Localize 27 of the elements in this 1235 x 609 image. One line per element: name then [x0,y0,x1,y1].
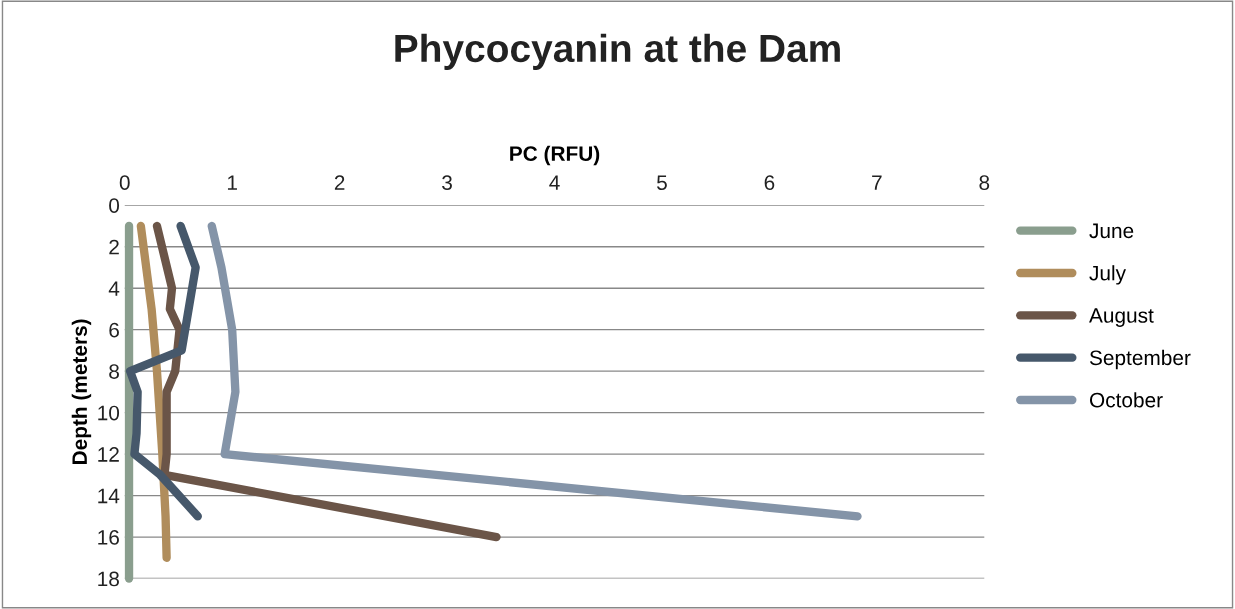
y-tick-label: 0 [109,198,120,213]
x-tick-label: 6 [764,175,775,190]
x-tick-label: 2 [334,175,345,190]
chart-title: Phycocyanin at the Dam [395,33,840,70]
legend-label: June [1089,223,1134,239]
x-tick-label: 1 [227,175,237,190]
y-tick-label: 12 [98,447,119,462]
y-axis-title: Depth (meters) [71,319,92,464]
x-tick-label: 0 [119,175,130,190]
y-tick-label: 8 [109,364,119,379]
x-tick-label: 8 [979,175,990,190]
y-tick-label: 14 [98,488,120,504]
legend-label: August [1089,308,1154,327]
x-tick-label: 5 [657,175,667,190]
y-tick-label: 2 [109,239,119,255]
x-tick-label: 3 [442,175,452,190]
y-tick-label: 6 [109,322,119,338]
legend-label: October [1089,392,1163,408]
y-tick-label: 10 [98,405,120,421]
y-tick-label: 4 [108,281,120,296]
legend-label: September [1089,349,1191,370]
y-tick-label: 18 [98,571,119,587]
legend-label: July [1089,265,1126,285]
x-tick-label: 4 [549,175,560,190]
x-axis-title: PC (RFU) [510,145,600,166]
y-tick-label: 16 [98,530,119,545]
x-tick-label: 7 [872,175,882,190]
